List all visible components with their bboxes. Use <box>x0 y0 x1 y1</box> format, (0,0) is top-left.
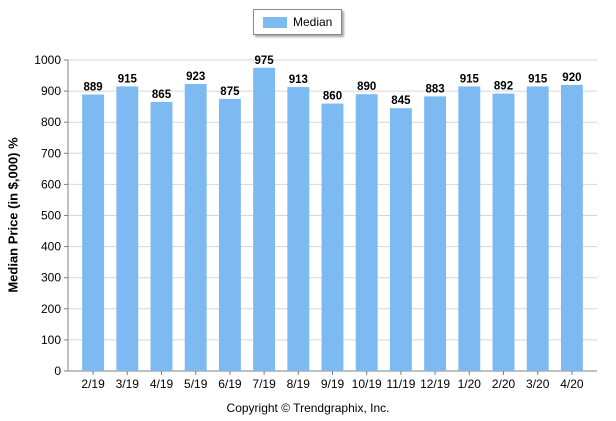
bar <box>287 87 310 371</box>
data-label: 845 <box>391 95 411 107</box>
x-tick-label: 8/19 <box>287 377 311 391</box>
data-label: 865 <box>152 89 172 101</box>
data-label: 889 <box>84 82 103 94</box>
x-tick-label: 7/19 <box>252 377 276 391</box>
x-tick-label: 1/20 <box>458 377 482 391</box>
bar <box>560 84 583 371</box>
bar <box>82 94 105 372</box>
data-label: 883 <box>426 83 445 95</box>
bar <box>321 103 344 371</box>
bar <box>492 93 515 371</box>
bar <box>253 67 276 372</box>
legend: Median <box>253 9 342 35</box>
x-tick-label: 2/19 <box>81 377 105 391</box>
x-tick-label: 3/20 <box>526 377 550 391</box>
data-label: 915 <box>460 73 480 85</box>
y-tick-label: 400 <box>41 240 61 254</box>
x-tick-label: 4/19 <box>150 377 174 391</box>
bar <box>150 101 173 372</box>
copyright-footer: Copyright © Trendgraphix, Inc. <box>226 401 390 415</box>
data-label: 913 <box>289 74 308 86</box>
legend-swatch <box>263 17 287 28</box>
bar <box>184 83 207 372</box>
y-tick-label: 600 <box>41 177 61 191</box>
data-label: 860 <box>323 91 342 103</box>
data-label: 892 <box>494 81 513 93</box>
data-label: 975 <box>255 55 275 67</box>
bar <box>458 86 481 371</box>
y-tick-label: 100 <box>41 333 61 347</box>
data-label: 915 <box>528 73 548 85</box>
y-tick-label: 1000 <box>34 53 61 67</box>
data-label: 923 <box>186 71 205 83</box>
x-tick-label: 6/19 <box>218 377 242 391</box>
bar <box>355 94 378 372</box>
x-tick-label: 9/19 <box>321 377 345 391</box>
x-tick-label: 5/19 <box>184 377 208 391</box>
y-axis-title: Median Price (in $,000) % <box>5 137 21 293</box>
data-label: 915 <box>118 73 138 85</box>
y-tick-label: 200 <box>41 302 61 316</box>
x-tick-label: 2/20 <box>492 377 516 391</box>
y-tick-label: 800 <box>41 115 61 129</box>
bar <box>424 96 447 372</box>
x-tick-label: 3/19 <box>116 377 140 391</box>
bar <box>218 98 241 371</box>
y-tick-label: 500 <box>41 209 61 223</box>
x-tick-label: 11/19 <box>386 377 415 391</box>
x-tick-label: 4/20 <box>560 377 584 391</box>
data-label: 890 <box>357 81 376 93</box>
y-tick-label: 900 <box>41 84 61 98</box>
data-label: 920 <box>562 72 581 84</box>
bar <box>526 86 549 371</box>
x-tick-label: 10/19 <box>352 377 382 391</box>
y-tick-label: 700 <box>41 146 61 160</box>
y-tick-label: 0 <box>54 364 61 378</box>
bar <box>116 86 139 371</box>
y-tick-label: 300 <box>41 271 61 285</box>
data-label: 875 <box>220 86 240 98</box>
bar <box>389 108 412 371</box>
x-tick-label: 12/19 <box>420 377 450 391</box>
legend-label: Median <box>293 15 333 29</box>
